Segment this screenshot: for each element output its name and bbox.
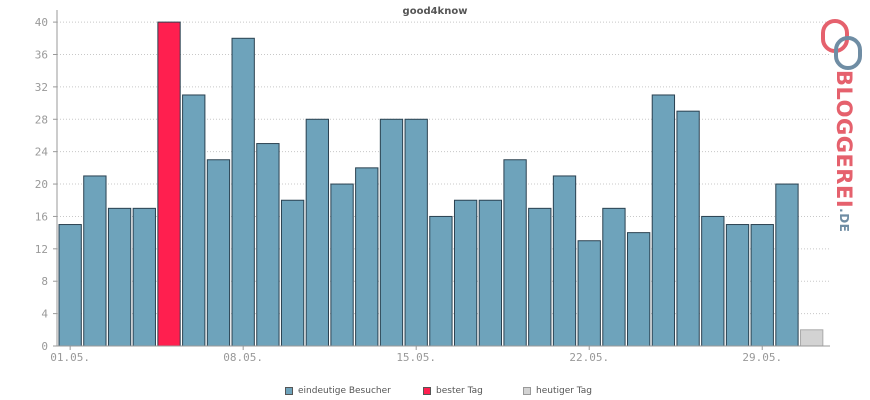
bar	[552, 175, 577, 347]
bar	[280, 199, 305, 347]
legend-swatch-visitors	[285, 387, 293, 395]
bar	[330, 183, 354, 347]
legend-item-today: heutiger Tag	[523, 386, 592, 396]
logo-suffix-text: .DE	[837, 208, 851, 233]
y-tick-label: 4	[41, 308, 48, 321]
legend-label-best-day: bester Tag	[436, 386, 483, 396]
bloggerei-logo-icon	[821, 19, 862, 70]
x-tick-label: 29.05.	[742, 351, 782, 364]
y-tick-label: 8	[41, 275, 48, 288]
y-tick-label: 0	[41, 340, 48, 353]
bar	[404, 118, 428, 347]
x-tick-label: 22.05.	[569, 351, 609, 364]
x-tick-label: 15.05.	[396, 351, 436, 364]
legend-item-visitors: eindeutige Besucher	[285, 386, 391, 396]
legend-label-today: heutiger Tag	[536, 386, 593, 396]
bar	[58, 224, 82, 347]
legend-swatch-today	[523, 387, 531, 395]
bar	[577, 240, 601, 347]
bar	[305, 118, 329, 347]
bar	[182, 94, 206, 347]
legend-swatch-best-day	[423, 387, 431, 395]
bar	[453, 199, 478, 347]
bar	[626, 232, 651, 347]
bar	[478, 199, 503, 347]
bar	[231, 37, 255, 347]
bar	[429, 215, 453, 347]
y-tick-label: 20	[35, 178, 48, 191]
chart-title: good4know	[402, 6, 468, 17]
bar	[750, 224, 774, 347]
bloggerei-logo-text: BLOGGEREI.DE	[832, 70, 856, 232]
y-tick-label: 12	[35, 243, 48, 256]
bar	[256, 143, 280, 347]
bar	[528, 207, 552, 347]
bar	[725, 224, 750, 347]
legend-label-visitors: eindeutige Besucher	[298, 386, 391, 396]
y-tick-label: 40	[35, 16, 48, 29]
bar	[602, 207, 626, 347]
bar	[83, 175, 107, 347]
y-tick-label: 32	[35, 81, 48, 94]
bar	[132, 207, 156, 347]
x-tick-label: 08.05.	[223, 351, 263, 364]
y-tick-label: 16	[35, 210, 48, 223]
x-tick-label: 01.05.	[50, 351, 90, 364]
y-tick-label: 24	[35, 146, 49, 159]
bar	[651, 94, 676, 347]
bar	[379, 118, 404, 347]
bar	[676, 110, 700, 347]
bar	[503, 159, 527, 347]
legend: eindeutige Besucher bester Tag heutiger …	[0, 386, 870, 400]
bar	[775, 183, 799, 347]
logo-main-text: BLOGGEREI	[832, 70, 856, 209]
bar	[701, 215, 725, 347]
bar	[800, 329, 824, 347]
bar	[206, 159, 231, 347]
y-tick-label: 36	[35, 48, 48, 61]
bar	[107, 207, 132, 347]
bar	[157, 21, 181, 347]
y-tick-label: 28	[35, 113, 48, 126]
legend-item-best-day: bester Tag	[423, 386, 483, 396]
bar	[355, 167, 379, 347]
